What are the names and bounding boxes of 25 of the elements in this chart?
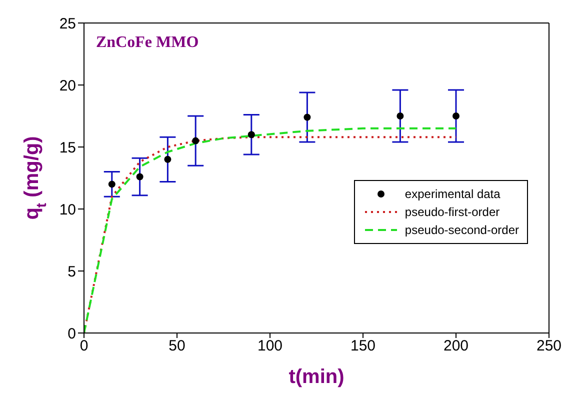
x-tick-label: 0 bbox=[80, 338, 88, 355]
y-tick-label: 25 bbox=[59, 15, 76, 32]
x-tick-label: 50 bbox=[168, 338, 186, 355]
y-tick-label: 20 bbox=[59, 77, 76, 94]
x-tick-label: 100 bbox=[257, 338, 283, 355]
x-tick-label: 150 bbox=[350, 338, 376, 355]
point bbox=[452, 112, 460, 120]
y-tick-label: 5 bbox=[68, 263, 76, 280]
legend-label: experimental data bbox=[404, 187, 500, 201]
legend-label: pseudo-first-order bbox=[404, 205, 500, 219]
point bbox=[304, 114, 311, 121]
x-tick-label: 250 bbox=[536, 338, 562, 355]
y-tick-label: 15 bbox=[59, 139, 76, 156]
point bbox=[164, 156, 172, 163]
point bbox=[136, 173, 144, 180]
text: ZnCoFe MMO bbox=[96, 34, 199, 52]
point bbox=[248, 131, 255, 138]
y-tick-label: 10 bbox=[59, 201, 76, 218]
x-tick-label: 200 bbox=[443, 338, 469, 355]
legend-label: pseudo-second-order bbox=[404, 223, 519, 237]
x-axis-title: t(min) bbox=[288, 366, 344, 388]
point bbox=[396, 112, 404, 120]
point bbox=[192, 137, 200, 144]
y-tick-label: 0 bbox=[68, 325, 76, 342]
point bbox=[108, 180, 116, 188]
